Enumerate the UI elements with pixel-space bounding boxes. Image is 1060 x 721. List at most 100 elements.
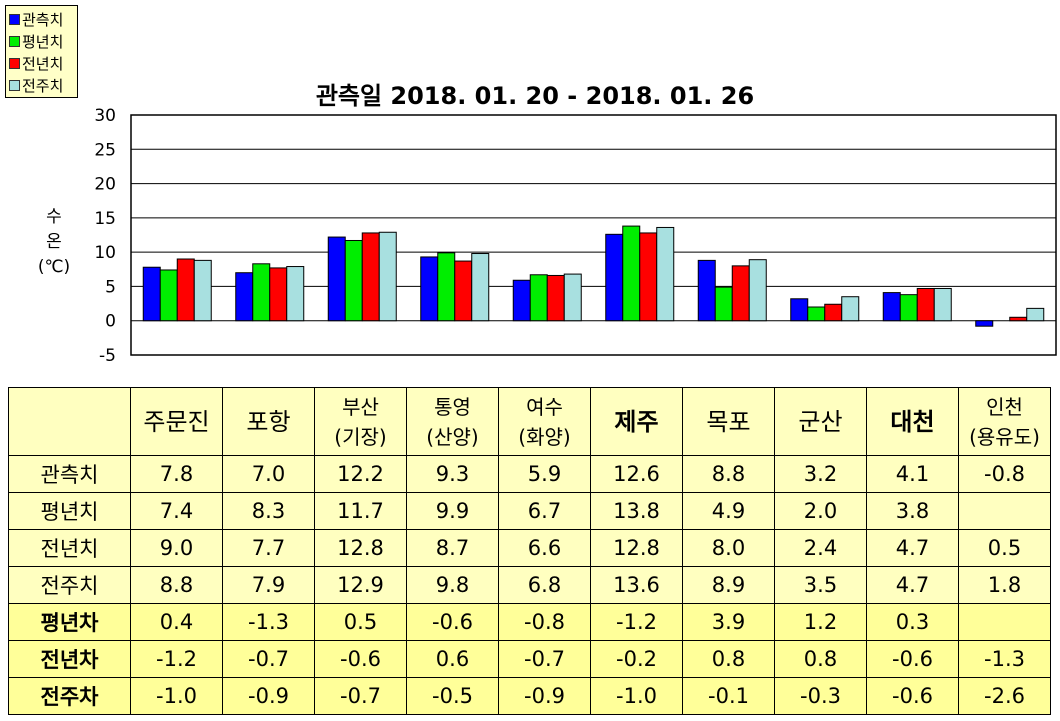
row-label: 전주치 [8,566,131,604]
legend-item: 관측치 [9,8,74,30]
bar-3-1 [286,266,305,322]
table-cell: 9.8 [406,566,499,604]
row-label: 전주차 [8,677,131,715]
table-cell: -0.2 [590,640,683,678]
y-tick-label: -5 [99,346,116,366]
table-cell: 9.0 [130,529,223,567]
table-cell [958,492,1051,530]
bar-0-2 [327,236,346,322]
bar-chart: 30 25 20 15 10 5 0 -5 [94,106,1057,366]
bar-0-8 [882,292,901,322]
legend-item: 전년치 [9,52,74,74]
table-cell: -0.7 [498,640,591,678]
table-cell: 1.2 [774,603,867,641]
column-header: 대천 [866,387,959,456]
table-cell: 0.3 [866,603,959,641]
table-cell: 2.0 [774,492,867,530]
table-cell: -1.0 [590,677,683,715]
bar-3-8 [933,287,952,322]
table-cell: 7.9 [222,566,315,604]
bar-2-4 [546,274,565,322]
bar-0-3 [420,256,439,322]
table-cell: 4.1 [866,455,959,493]
bar-2-1 [269,267,288,322]
table-cell: -0.6 [406,603,499,641]
y-tick-label: 5 [105,277,116,297]
table-cell: -0.6 [866,677,959,715]
table-cell: 3.9 [682,603,775,641]
legend-label: 전년치 [22,54,64,73]
table-cell: 0.4 [130,603,223,641]
table-cell: -0.6 [866,640,959,678]
column-header: 여수 (화양) [498,387,591,456]
column-header: 제주 [590,387,683,456]
legend-label: 관측치 [22,10,64,29]
table-cell: 7.4 [130,492,223,530]
table-cell: 0.5 [314,603,407,641]
table-cell: 5.9 [498,455,591,493]
legend-swatch-icon [9,57,20,69]
table-cell: 13.6 [590,566,683,604]
bar-0-6 [697,259,716,322]
table-cell: 0.5 [958,529,1051,567]
legend-swatch-icon [9,79,20,91]
legend-label: 평년치 [22,32,64,51]
corner-cell [8,387,131,456]
table-cell: -1.0 [130,677,223,715]
table-cell: 12.8 [314,529,407,567]
column-header: 인천 (용유도) [958,387,1051,456]
table-cell: 0.6 [406,640,499,678]
bar-2-5 [639,232,658,322]
bar-2-3 [454,260,473,322]
bar-0-4 [512,279,531,322]
bar-1-4 [529,274,548,322]
table-row: 평년치 7.4 8.3 11.7 9.9 6.7 13.8 4.9 2.0 3.8 [8,492,1051,530]
table-cell [958,603,1051,641]
table-cell: 8.9 [682,566,775,604]
table-cell: 12.6 [590,455,683,493]
table-cell: 8.8 [130,566,223,604]
table-cell: 1.8 [958,566,1051,604]
row-label: 전년치 [8,529,131,567]
bar-0-5 [605,233,624,322]
legend-label: 전주치 [22,76,64,95]
bar-2-6 [731,265,750,322]
table-cell: -1.3 [222,603,315,641]
bar-3-5 [656,226,675,322]
bar-2-7 [824,303,843,322]
bar-3-2 [378,231,397,322]
y-axis-label-part: 온 [46,232,62,252]
column-header: 군산 [774,387,867,456]
table-cell: -0.3 [774,677,867,715]
column-header: 포항 [222,387,315,456]
bar-3-0 [193,259,212,322]
y-tick-label: 15 [94,209,116,229]
y-tick-label: 25 [94,140,116,160]
bar-0-9 [975,320,994,327]
bar-0-1 [235,272,254,322]
bar-3-3 [471,253,490,322]
table-cell: -0.5 [406,677,499,715]
table-cell: -0.6 [314,640,407,678]
table-row: 전주차 -1.0 -0.9 -0.7 -0.5 -0.9 -1.0 -0.1 -0.3 -0.6-… [8,677,1051,715]
data-table: 주문진 포항 부산 (기장) 통영 (산양) 여수 (화양) 제주 목포 군산 대천 인천 (용유도) 관측… [8,387,1051,715]
table-cell: 7.7 [222,529,315,567]
table-cell: -2.6 [958,677,1051,715]
table-row: 전주치 8.8 7.9 12.9 9.8 6.8 13.6 8.9 3.5 4.7 1.8 [8,566,1051,604]
legend-item: 평년치 [9,30,74,52]
bar-2-2 [361,232,380,322]
table-cell: 8.0 [682,529,775,567]
table-cell: 12.9 [314,566,407,604]
row-label: 평년차 [8,603,131,641]
table-cell: 13.8 [590,492,683,530]
table-header-row: 주문진 포항 부산 (기장) 통영 (산양) 여수 (화양) 제주 목포 군산 대천 인천 (용유도) [8,387,1051,456]
table-cell: 11.7 [314,492,407,530]
table-cell: 6.8 [498,566,591,604]
bar-3-9 [1026,307,1045,322]
row-label: 평년치 [8,492,131,530]
table-cell: 7.8 [130,455,223,493]
table-cell: -0.1 [682,677,775,715]
bar-1-8 [899,294,918,322]
column-header: 통영 (산양) [406,387,499,456]
table-cell: 12.2 [314,455,407,493]
